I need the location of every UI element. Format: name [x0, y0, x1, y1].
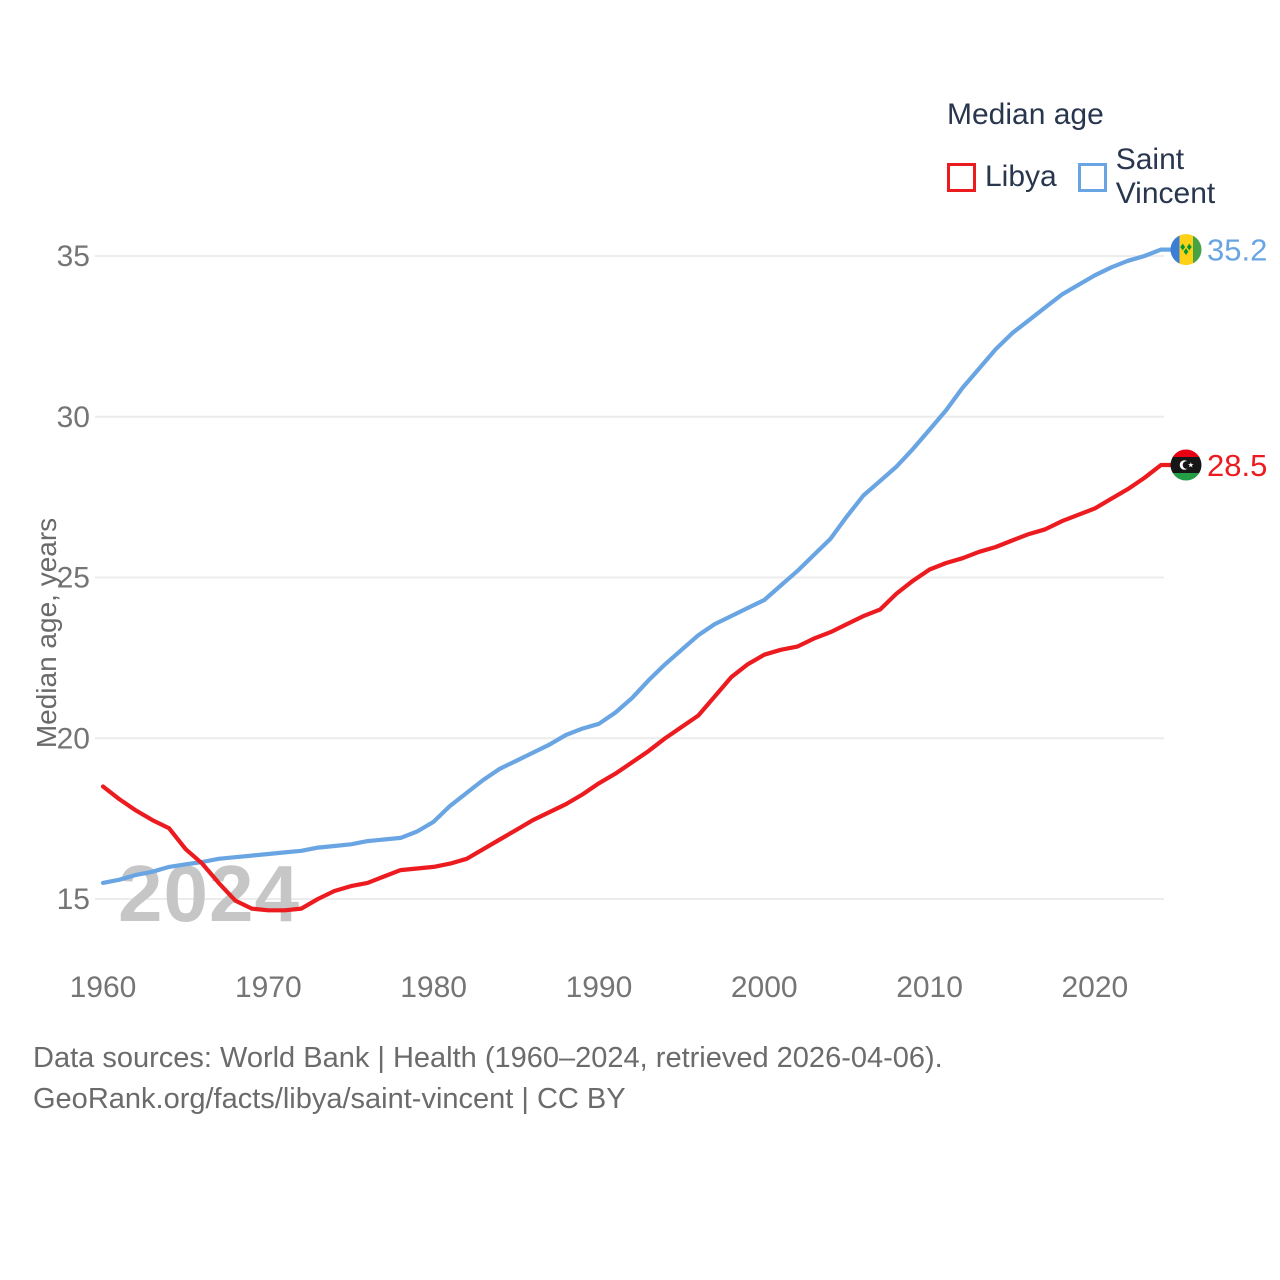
legend-label-saint-vincent: Saint Vincent — [1115, 143, 1216, 210]
x-tick-2020: 2020 — [1062, 971, 1129, 1004]
axis-tick-labels: 15 20 25 30 35 1960 1970 1980 1990 2000 2010 2020 — [57, 240, 1129, 1004]
x-tick-2010: 2010 — [896, 971, 963, 1004]
chart-series: 35.2 28.5 — [100, 233, 1267, 913]
end-value-label-libya: 28.5 — [1207, 448, 1267, 483]
y-tick-25: 25 — [57, 562, 90, 595]
chart-watermark: 2024 — [118, 849, 300, 938]
legend: Median age Libya Saint Vincent — [947, 98, 1280, 211]
y-tick-15: 15 — [57, 883, 90, 916]
legend-item-libya[interactable]: Libya — [947, 143, 1057, 211]
gridlines — [95, 255, 1164, 900]
y-tick-35: 35 — [57, 240, 90, 273]
series-line-saint-vincent[interactable] — [100, 247, 1175, 886]
x-tick-1970: 1970 — [235, 971, 302, 1004]
x-tick-2000: 2000 — [731, 971, 798, 1004]
legend-label-libya: Libya — [985, 160, 1057, 193]
saint-vincent-flag-icon — [1170, 234, 1202, 266]
data-sources-line: Data sources: World Bank | Health (1960–… — [33, 1042, 943, 1074]
x-tick-1960: 1960 — [70, 971, 137, 1004]
y-tick-20: 20 — [57, 722, 90, 755]
libya-flag-icon — [1170, 449, 1202, 481]
legend-title: Median age — [947, 98, 1104, 131]
saint-vincent-series-swatch-icon — [1077, 162, 1107, 192]
chart-footer: Data sources: World Bank | Health (1960–… — [33, 1038, 943, 1120]
y-tick-30: 30 — [57, 401, 90, 434]
end-value-label-saint-vincent: 35.2 — [1207, 233, 1267, 268]
legend-item-saint-vincent[interactable]: Saint Vincent — [1077, 143, 1280, 211]
series-line-libya[interactable] — [100, 462, 1175, 913]
attribution-line: GeoRank.org/facts/libya/saint-vincent | … — [33, 1083, 626, 1115]
y-axis-title: Median age, years — [31, 517, 62, 749]
x-tick-1990: 1990 — [566, 971, 633, 1004]
libya-series-swatch-icon — [947, 162, 976, 192]
x-tick-1980: 1980 — [400, 971, 467, 1004]
legend-row: Libya Saint Vincent — [947, 143, 1280, 211]
